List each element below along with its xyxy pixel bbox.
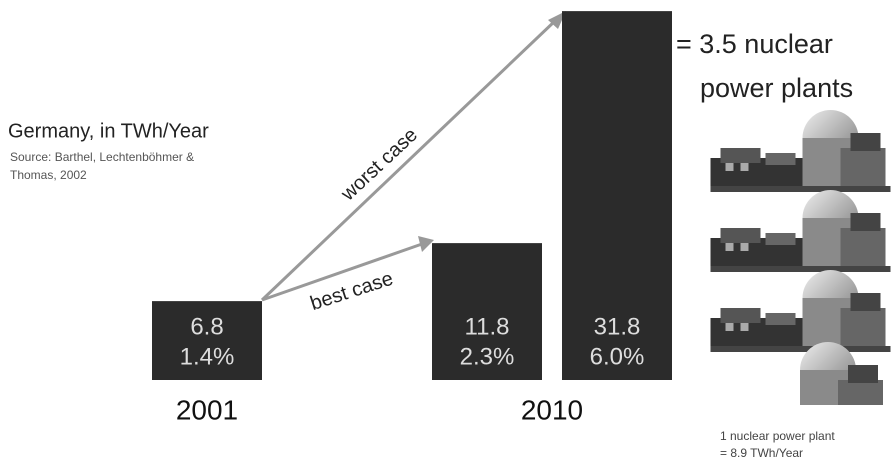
- plant-icon: [710, 110, 891, 192]
- footnote: 1 nuclear power plant: [720, 429, 835, 443]
- value-label: 2.3%: [460, 343, 515, 370]
- annotation: best case: [308, 268, 396, 315]
- source: Thomas, 2002: [10, 168, 87, 182]
- value-label: 6.0%: [590, 343, 645, 370]
- annotation: worst case: [336, 124, 422, 206]
- bar: [432, 243, 542, 380]
- arrows: [260, 11, 566, 302]
- plant-icon: [800, 342, 888, 405]
- chart-title: Germany, in TWh/Year: [8, 120, 209, 142]
- value-label: 6.8: [190, 313, 223, 340]
- value-label: 1.4%: [180, 343, 235, 370]
- plant-icon: [710, 270, 891, 352]
- x-label: 2001: [176, 394, 238, 425]
- footnote: = 8.9 TWh/Year: [720, 446, 803, 460]
- value-label: 31.8: [594, 313, 641, 340]
- bar: [562, 11, 672, 381]
- x-label: 2010: [521, 394, 583, 425]
- source: Source: Barthel, Lechtenböhmer &: [10, 150, 194, 164]
- plant-icon: [710, 190, 891, 272]
- value-label: 11.8: [465, 313, 510, 340]
- bar: [152, 301, 262, 380]
- annotation: power plants: [700, 73, 853, 103]
- annotation: = 3.5 nuclear: [676, 29, 833, 59]
